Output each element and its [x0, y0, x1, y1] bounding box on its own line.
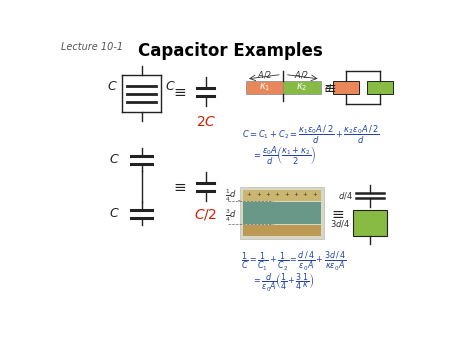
Text: $\equiv$: $\equiv$	[321, 80, 337, 95]
Text: $\frac{1}{4}d$: $\frac{1}{4}d$	[225, 187, 237, 203]
Text: $C$: $C$	[109, 153, 120, 166]
Text: $3d/4$: $3d/4$	[330, 218, 350, 228]
Text: +: +	[247, 192, 252, 197]
Text: $\equiv$: $\equiv$	[171, 179, 187, 194]
Text: $\kappa_1$: $\kappa_1$	[259, 82, 270, 93]
Text: +: +	[266, 192, 270, 197]
Text: $= \dfrac{d}{\varepsilon_0 A}\!\left(\dfrac{1}{4} + \dfrac{3}{4}\dfrac{1}{\kappa: $= \dfrac{d}{\varepsilon_0 A}\!\left(\df…	[252, 271, 314, 294]
Text: $\frac{3}{4}d$: $\frac{3}{4}d$	[225, 207, 237, 223]
Text: $d/4$: $d/4$	[338, 190, 353, 201]
Bar	[353, 210, 387, 236]
Text: +: +	[293, 192, 298, 197]
Text: $A/2$: $A/2$	[257, 69, 272, 80]
Bar	[246, 80, 284, 94]
Text: $C = C_1 + C_2 = \dfrac{\kappa_1\varepsilon_0 A\,/\,2}{d} + \dfrac{\kappa_2\vare: $C = C_1 + C_2 = \dfrac{\kappa_1\varepsi…	[242, 124, 380, 146]
Text: $C$: $C$	[109, 207, 120, 220]
Text: $2C$: $2C$	[196, 115, 216, 129]
Text: $\equiv$: $\equiv$	[171, 84, 187, 99]
Bar	[240, 187, 324, 239]
Text: $= \dfrac{\varepsilon_0 A}{d}\!\left(\dfrac{\kappa_1 + \kappa_2}{2}\right)$: $= \dfrac{\varepsilon_0 A}{d}\!\left(\df…	[252, 145, 316, 167]
Text: $C$: $C$	[108, 80, 118, 93]
Text: $\equiv$: $\equiv$	[329, 206, 345, 220]
Text: +: +	[312, 192, 317, 197]
Text: $d$: $d$	[324, 81, 332, 94]
Text: $C/2$: $C/2$	[194, 207, 217, 222]
Text: $\kappa_2$: $\kappa_2$	[296, 82, 307, 93]
Bar	[243, 202, 320, 224]
Text: +: +	[275, 192, 279, 197]
Text: $C$: $C$	[165, 80, 176, 93]
Bar	[243, 190, 320, 201]
Text: $\dfrac{1}{C} = \dfrac{1}{C_1} + \dfrac{1}{C_2} = \dfrac{d\,/\,4}{\varepsilon_0 : $\dfrac{1}{C} = \dfrac{1}{C_1} + \dfrac{…	[241, 250, 346, 273]
Text: $A/2$: $A/2$	[294, 69, 310, 80]
Bar	[367, 80, 393, 94]
Text: Lecture 10-1: Lecture 10-1	[61, 42, 123, 52]
Text: Capacitor Examples: Capacitor Examples	[138, 42, 323, 61]
Text: +: +	[303, 192, 307, 197]
Bar	[243, 225, 320, 236]
Bar	[284, 80, 320, 94]
Text: +: +	[256, 192, 261, 197]
Text: +: +	[284, 192, 289, 197]
Bar	[333, 80, 359, 94]
